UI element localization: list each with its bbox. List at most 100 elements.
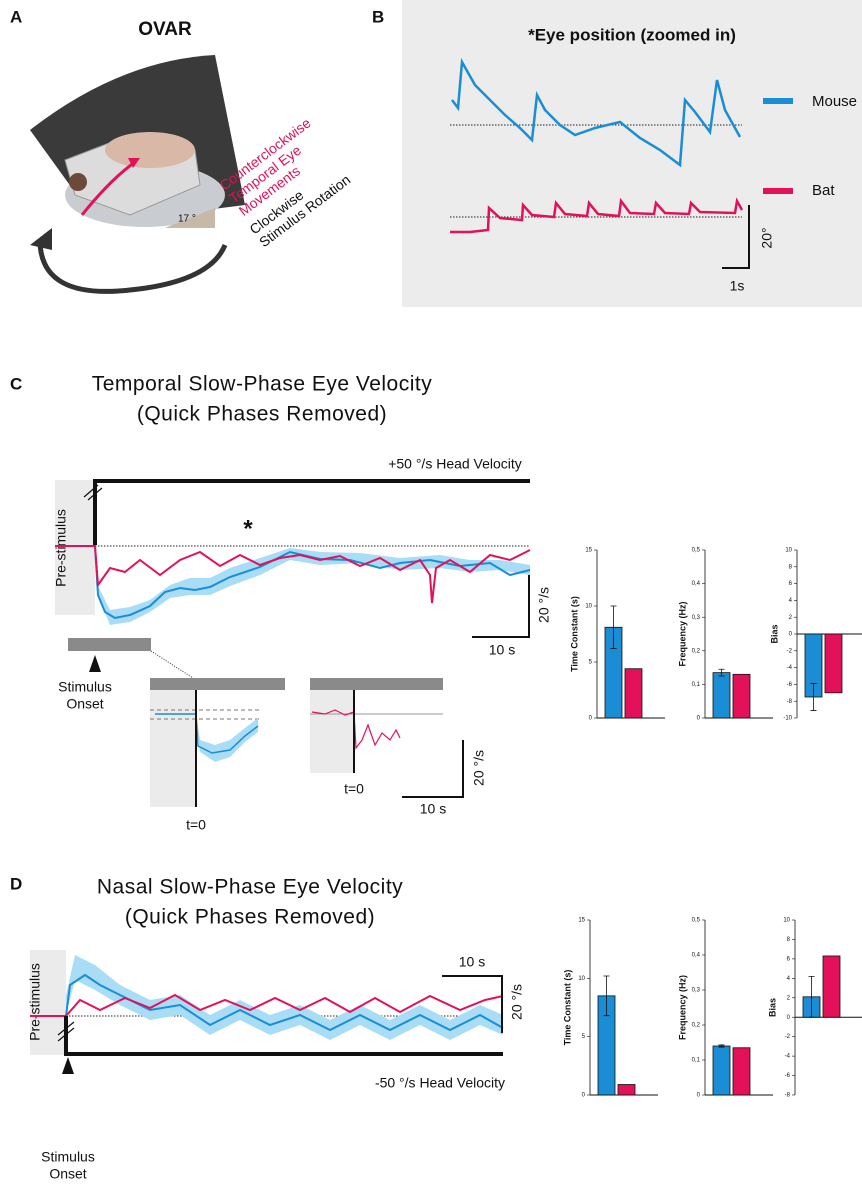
panel-title: Nasal Slow-Phase Eye Velocity <box>97 876 403 899</box>
t0-label: t=0 <box>186 817 206 833</box>
bar <box>733 1048 750 1095</box>
onset-bar <box>68 638 151 651</box>
scale-label: 20 °/s <box>471 750 487 786</box>
panel-background <box>402 0 862 307</box>
y-tick-label: 6 <box>787 956 791 962</box>
onset-label: Stimulus <box>41 1149 95 1165</box>
y-tick-label: -4 <box>787 665 793 671</box>
bar <box>823 956 840 1017</box>
onset-label: Stimulus <box>58 679 112 695</box>
bar <box>618 1085 635 1096</box>
y-tick-label: 0 <box>589 716 593 722</box>
mouse-sem-band <box>66 955 503 1040</box>
y-tick-label: -6 <box>787 682 793 688</box>
panel-letter: B <box>372 7 384 26</box>
y-tick-label: -4 <box>785 1054 791 1060</box>
panel-title: (Quick Phases Removed) <box>137 403 387 426</box>
y-tick-label: -2 <box>785 1034 791 1040</box>
y-tick-label: 10 <box>785 548 792 554</box>
onset-label: Onset <box>49 1166 86 1182</box>
bar <box>713 1046 730 1095</box>
bar <box>733 674 750 718</box>
panel-letter: C <box>10 374 22 393</box>
y-tick-label: 4 <box>787 976 791 982</box>
inset-bar <box>150 678 285 690</box>
y-tick-label: 8 <box>787 937 791 943</box>
y-tick-label: 5 <box>582 1034 586 1040</box>
significance-star: * <box>243 515 253 542</box>
legend-swatch <box>763 98 793 104</box>
y-tick-label: 6 <box>789 581 793 587</box>
y-tick-label: 0,3 <box>692 615 701 621</box>
y-tick-label: -8 <box>787 699 793 705</box>
head-velocity-label: +50 °/s Head Velocity <box>388 456 522 472</box>
head-velocity-label: -50 °/s Head Velocity <box>375 1075 505 1091</box>
y-tick-label: 0,3 <box>692 988 701 994</box>
scale-label: 20 °/s <box>509 984 525 1020</box>
y-tick-label: 0,2 <box>692 648 701 654</box>
y-tick-label: 0,1 <box>692 1058 701 1064</box>
mouse-sem-band <box>95 548 530 625</box>
panel-letter: A <box>10 7 22 26</box>
inset-bar <box>310 678 443 690</box>
y-tick-label: 10 <box>585 604 592 610</box>
scale-label: 20 °/s <box>536 587 552 623</box>
panel-title: *Eye position (zoomed in) <box>528 25 736 44</box>
legend-swatch <box>763 188 793 194</box>
scale-label: 10 s <box>459 954 485 970</box>
bar <box>713 673 730 718</box>
y-tick-label: 0 <box>789 632 793 638</box>
y-tick-label: 0,1 <box>692 682 701 688</box>
cw-arrowhead <box>30 228 52 250</box>
panel-title: (Quick Phases Removed) <box>125 906 375 929</box>
onset-arrow <box>89 655 101 672</box>
y-tick-label: 0,4 <box>692 581 701 587</box>
scale-label: 20° <box>759 227 775 248</box>
y-tick-label: 5 <box>589 660 593 666</box>
y-tick-label: 0,4 <box>692 953 701 959</box>
scale-label: 1s <box>730 278 745 294</box>
y-tick-label: 0,2 <box>692 1023 701 1029</box>
y-axis-label: Time Constant (s) <box>562 970 572 1046</box>
bar <box>625 669 642 718</box>
y-tick-label: -10 <box>783 716 792 722</box>
onset-arrow <box>62 1057 74 1074</box>
pre-stimulus-label: Pre-stimulus <box>53 509 69 587</box>
legend-label: Mouse <box>812 93 857 110</box>
bar <box>825 634 842 693</box>
y-tick-label: 2 <box>789 615 793 621</box>
zoom-guide <box>151 651 196 680</box>
y-tick-label: 10 <box>578 976 585 982</box>
y-axis-label: Frequency (Hz) <box>677 975 687 1040</box>
y-tick-label: 4 <box>789 598 793 604</box>
y-tick-label: 15 <box>585 548 592 554</box>
y-axis-label: Bias <box>769 624 779 643</box>
y-tick-label: 8 <box>789 564 793 570</box>
y-tick-label: 15 <box>578 918 585 924</box>
inset-shade <box>150 690 196 807</box>
panel-title: OVAR <box>138 19 192 40</box>
legend-label: Bat <box>812 182 835 199</box>
scale-label: 10 s <box>489 642 515 658</box>
y-axis-label: Bias <box>767 998 777 1017</box>
y-tick-label: 0,5 <box>692 548 701 554</box>
head <box>69 173 87 191</box>
panel-letter: D <box>10 874 22 893</box>
scale-label: 10 s <box>420 801 446 817</box>
y-tick-label: 0 <box>787 1015 791 1021</box>
head-velocity-step <box>95 481 530 545</box>
y-tick-label: 10 <box>783 918 790 924</box>
panel-title: Temporal Slow-Phase Eye Velocity <box>92 373 433 396</box>
t0-label: t=0 <box>344 781 364 797</box>
y-tick-label: 0,5 <box>692 918 701 924</box>
angle-label: 17 ° <box>178 214 196 225</box>
onset-label: Onset <box>66 696 103 712</box>
y-tick-label: -2 <box>787 648 793 654</box>
y-tick-label: 2 <box>787 995 791 1001</box>
y-tick-label: 0 <box>582 1093 586 1099</box>
y-axis-label: Frequency (Hz) <box>677 601 687 666</box>
y-tick-label: -6 <box>785 1073 791 1079</box>
ovar-illustration <box>30 55 245 291</box>
y-tick-label: 0 <box>697 716 701 722</box>
cw-arrow <box>40 240 225 291</box>
